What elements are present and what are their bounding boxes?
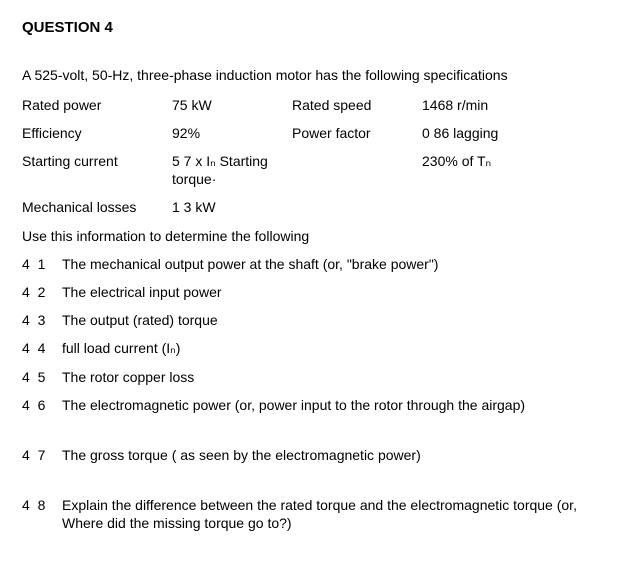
question-text: The output (rated) torque — [62, 311, 605, 329]
spec-value: 1 3 kW — [172, 198, 292, 216]
lead-text: Use this information to determine the fo… — [22, 227, 605, 245]
question-text: The gross torque ( as seen by the electr… — [62, 446, 605, 464]
question-number: 4 3 — [22, 311, 62, 329]
spec-label: Power factor — [292, 124, 422, 142]
question-row: 4 2The electrical input power — [22, 283, 605, 301]
spec-value: 230% of Tₙ — [422, 152, 605, 188]
question-row: 4 1The mechanical output power at the sh… — [22, 255, 605, 273]
question-text: Explain the difference between the rated… — [62, 496, 605, 532]
spec-label: Rated speed — [292, 96, 422, 114]
spec-row: Starting current5 7 x Iₙ Starting torque… — [22, 152, 605, 188]
question-row: 4 4full load current (Iₙ) — [22, 339, 605, 357]
question-text: The rotor copper loss — [62, 368, 605, 386]
spec-value: 1468 r/min — [422, 96, 605, 114]
spec-label: Mechanical losses — [22, 198, 172, 216]
spec-row: Mechanical losses1 3 kW — [22, 198, 605, 216]
intro-text: A 525-volt, 50-Hz, three-phase induction… — [22, 66, 605, 84]
spec-value: 92% — [172, 124, 292, 142]
question-text: The electrical input power — [62, 283, 605, 301]
question-text: The mechanical output power at the shaft… — [62, 255, 605, 273]
question-row: 4 5The rotor copper loss — [22, 368, 605, 386]
question-row: 4 6The electromagnetic power (or, power … — [22, 396, 605, 414]
question-row: 4 8Explain the difference between the ra… — [22, 496, 605, 532]
question-row: 4 7The gross torque ( as seen by the ele… — [22, 446, 605, 464]
question-number: 4 1 — [22, 255, 62, 273]
spec-label: Rated power — [22, 96, 172, 114]
spec-row: Efficiency92%Power factor0 86 lagging — [22, 124, 605, 142]
question-number: 4 8 — [22, 496, 62, 532]
question-row: 4 3The output (rated) torque — [22, 311, 605, 329]
question-number: 4 4 — [22, 339, 62, 357]
question-text: The electromagnetic power (or, power inp… — [62, 396, 605, 414]
spec-value: 0 86 lagging — [422, 124, 605, 142]
spec-value: 75 kW — [172, 96, 292, 114]
question-number: 4 2 — [22, 283, 62, 301]
spec-row: Rated power75 kWRated speed1468 r/min — [22, 96, 605, 114]
spec-label — [292, 152, 422, 188]
question-heading: QUESTION 4 — [22, 18, 605, 38]
question-number: 4 6 — [22, 396, 62, 414]
question-number: 4 7 — [22, 446, 62, 464]
spec-value: 5 7 x Iₙ Starting torque· — [172, 152, 292, 188]
spec-label: Starting current — [22, 152, 172, 188]
question-number: 4 5 — [22, 368, 62, 386]
question-text: full load current (Iₙ) — [62, 339, 605, 357]
spec-label: Efficiency — [22, 124, 172, 142]
